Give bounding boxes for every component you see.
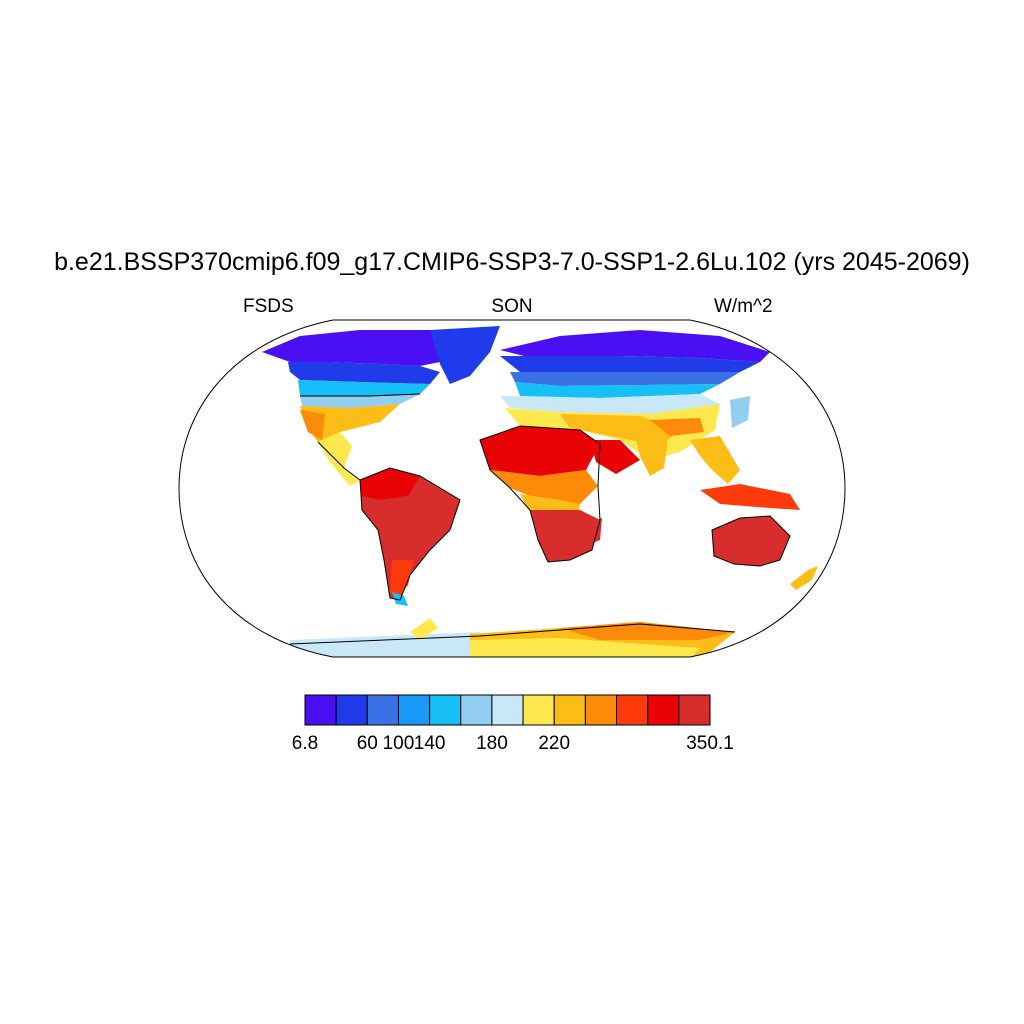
colorbar-label: 180 bbox=[476, 733, 508, 754]
japan-korea bbox=[730, 396, 750, 428]
map-outline bbox=[178, 319, 846, 658]
colorbar-swatch bbox=[304, 694, 337, 726]
eurasia-arctic bbox=[500, 330, 770, 362]
eurasia-blue bbox=[500, 356, 760, 372]
plot-title: b.e21.BSSP370cmip6.f09_g17.CMIP6-SSP3-7.… bbox=[54, 248, 970, 276]
eurasia-orange bbox=[560, 414, 680, 446]
africa-south bbox=[530, 510, 600, 562]
eurasia-pale bbox=[500, 394, 720, 414]
central-america bbox=[318, 432, 360, 486]
africa-north bbox=[480, 426, 600, 476]
north-america-arctic bbox=[262, 330, 470, 366]
india bbox=[636, 438, 668, 476]
antarctic-peninsula bbox=[410, 618, 438, 640]
north-america-lightblue bbox=[298, 380, 430, 396]
colorbar-label: 350.1 bbox=[686, 733, 734, 754]
north-america-paleblue bbox=[300, 394, 420, 408]
colorbar-swatch bbox=[647, 694, 680, 726]
colorbar-swatch bbox=[491, 694, 524, 726]
colorbar-label: 140 bbox=[413, 733, 446, 754]
antarctica-cold bbox=[290, 632, 480, 657]
colorbar-label: 60 bbox=[356, 733, 378, 754]
southeast-asia bbox=[690, 436, 740, 484]
colorbar-swatch bbox=[678, 694, 711, 726]
coastlines bbox=[289, 393, 791, 645]
colorbar-swatch bbox=[553, 694, 586, 726]
colorbar-swatch bbox=[366, 694, 399, 726]
north-america-blue bbox=[288, 362, 440, 384]
colorbar-swatch bbox=[397, 694, 431, 726]
colorbar bbox=[304, 694, 711, 726]
colorbar-label: 6.8 bbox=[291, 733, 319, 754]
colorbar-swatch bbox=[616, 694, 649, 726]
season-label: SON bbox=[491, 296, 533, 317]
south-america-south bbox=[390, 560, 414, 598]
colorbar-swatch bbox=[460, 694, 493, 726]
south-america-north bbox=[360, 468, 420, 500]
colorbar-label: 100 bbox=[382, 733, 415, 754]
australia bbox=[712, 516, 790, 566]
eurasia-midblue bbox=[510, 372, 740, 386]
antarctica-yellow bbox=[470, 638, 700, 657]
colorbar-swatch bbox=[335, 694, 368, 726]
arabia bbox=[590, 440, 640, 474]
north-america-southwest bbox=[300, 410, 325, 440]
greenland bbox=[430, 326, 500, 384]
colorbar-label: 220 bbox=[538, 733, 571, 754]
colorbar-swatch bbox=[584, 694, 618, 726]
new-zealand bbox=[790, 566, 818, 590]
map-field bbox=[262, 326, 818, 657]
eurasia-lightblue bbox=[515, 382, 720, 398]
tibet bbox=[650, 418, 704, 436]
south-america bbox=[360, 468, 460, 600]
north-america-usa bbox=[300, 404, 400, 442]
colorbar-swatch bbox=[522, 694, 555, 726]
variable-label: FSDS bbox=[243, 296, 294, 317]
units-label: W/m^2 bbox=[714, 296, 773, 317]
indonesia bbox=[700, 484, 800, 510]
africa-sahel bbox=[490, 470, 598, 504]
colorbar-swatch bbox=[429, 694, 462, 726]
